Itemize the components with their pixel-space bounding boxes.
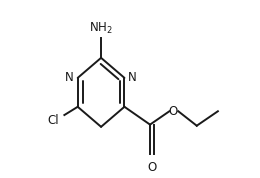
Text: N: N bbox=[65, 71, 74, 84]
Text: O: O bbox=[169, 105, 178, 118]
Text: NH$_2$: NH$_2$ bbox=[89, 21, 113, 36]
Text: O: O bbox=[147, 161, 157, 174]
Text: Cl: Cl bbox=[47, 114, 59, 127]
Text: N: N bbox=[127, 71, 136, 84]
